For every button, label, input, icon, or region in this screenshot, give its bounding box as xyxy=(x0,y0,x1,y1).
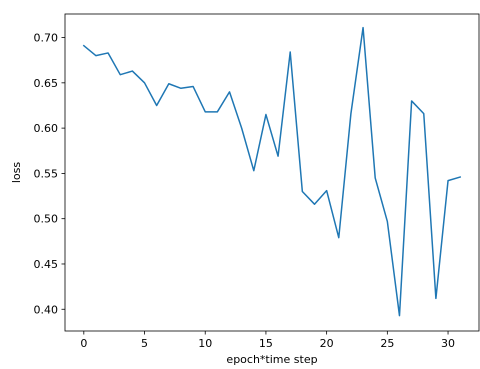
x-axis-label: epoch*time step xyxy=(226,353,317,366)
y-axis-label: loss xyxy=(10,162,23,184)
x-tick-label: 30 xyxy=(441,337,455,350)
x-axis-ticks: 0 5 10 15 20 25 30 xyxy=(80,331,455,350)
x-tick-label: 20 xyxy=(320,337,334,350)
series-line xyxy=(82,26,462,317)
axes-frame xyxy=(64,13,480,332)
x-tick-label: 25 xyxy=(380,337,394,350)
y-axis-ticks: 0.40 0.45 0.50 0.55 0.60 0.65 0.70 xyxy=(34,32,65,316)
y-tick-label: 0.50 xyxy=(34,213,59,226)
y-tick-label: 0.40 xyxy=(34,303,59,316)
x-tick-label: 10 xyxy=(198,337,212,350)
y-tick-label: 0.45 xyxy=(34,258,59,271)
y-tick-label: 0.70 xyxy=(34,32,59,45)
x-tick-label: 5 xyxy=(141,337,148,350)
y-tick-label: 0.65 xyxy=(34,77,59,90)
x-tick-label: 15 xyxy=(259,337,273,350)
plot-area xyxy=(82,26,462,317)
y-tick-label: 0.60 xyxy=(34,122,59,135)
x-tick-label: 0 xyxy=(80,337,87,350)
y-tick-label: 0.55 xyxy=(34,167,59,180)
